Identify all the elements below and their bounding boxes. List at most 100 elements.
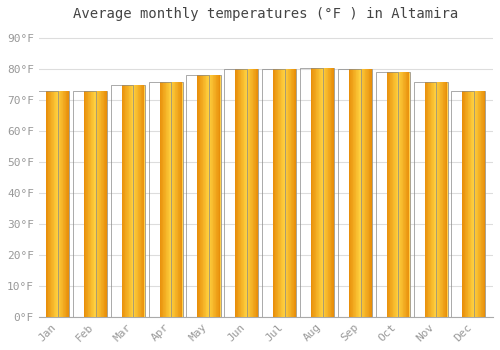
- Bar: [35, 91, 58, 317]
- Bar: [171, 82, 172, 317]
- Bar: [95, 91, 96, 317]
- Bar: [122, 85, 123, 317]
- Bar: [170, 82, 171, 317]
- Bar: [327, 68, 328, 317]
- Bar: [215, 76, 216, 317]
- Bar: [357, 69, 358, 317]
- Bar: [390, 72, 391, 317]
- Bar: [399, 72, 400, 317]
- Bar: [132, 85, 133, 317]
- Bar: [198, 76, 199, 317]
- Bar: [140, 85, 141, 317]
- Bar: [87, 91, 88, 317]
- Bar: [96, 91, 98, 317]
- Bar: [173, 82, 174, 317]
- Bar: [285, 69, 286, 317]
- Bar: [249, 69, 250, 317]
- Bar: [367, 69, 368, 317]
- Bar: [286, 69, 287, 317]
- Bar: [93, 91, 94, 317]
- Bar: [257, 69, 258, 317]
- Bar: [400, 72, 401, 317]
- Bar: [350, 69, 351, 317]
- Bar: [214, 76, 215, 317]
- Bar: [127, 85, 128, 317]
- Bar: [172, 82, 173, 317]
- Bar: [470, 91, 472, 317]
- Bar: [312, 68, 313, 317]
- Bar: [439, 82, 440, 317]
- Bar: [446, 82, 448, 317]
- Bar: [92, 91, 93, 317]
- Bar: [318, 68, 320, 317]
- Bar: [148, 82, 172, 317]
- Bar: [477, 91, 478, 317]
- Bar: [224, 69, 247, 317]
- Bar: [463, 91, 485, 317]
- Bar: [200, 76, 201, 317]
- Bar: [164, 82, 165, 317]
- Bar: [363, 69, 364, 317]
- Bar: [430, 82, 432, 317]
- Bar: [102, 91, 103, 317]
- Bar: [478, 91, 479, 317]
- Bar: [442, 82, 444, 317]
- Bar: [352, 69, 354, 317]
- Bar: [463, 91, 464, 317]
- Bar: [138, 85, 139, 317]
- Bar: [428, 82, 429, 317]
- Bar: [467, 91, 468, 317]
- Bar: [142, 85, 143, 317]
- Bar: [294, 69, 295, 317]
- Bar: [66, 91, 67, 317]
- Bar: [56, 91, 58, 317]
- Bar: [279, 69, 280, 317]
- Bar: [351, 69, 352, 317]
- Bar: [404, 72, 405, 317]
- Bar: [89, 91, 90, 317]
- Bar: [300, 68, 322, 317]
- Bar: [283, 69, 284, 317]
- Bar: [321, 68, 322, 317]
- Bar: [255, 69, 256, 317]
- Bar: [468, 91, 469, 317]
- Bar: [160, 82, 161, 317]
- Bar: [167, 82, 168, 317]
- Bar: [256, 69, 257, 317]
- Bar: [427, 82, 428, 317]
- Bar: [360, 69, 361, 317]
- Bar: [179, 82, 180, 317]
- Bar: [274, 69, 276, 317]
- Bar: [64, 91, 65, 317]
- Bar: [376, 72, 398, 317]
- Bar: [313, 68, 314, 317]
- Bar: [248, 69, 249, 317]
- Bar: [441, 82, 442, 317]
- Bar: [371, 69, 372, 317]
- Bar: [242, 69, 243, 317]
- Bar: [254, 69, 255, 317]
- Title: Average monthly temperatures (°F ) in Altamira: Average monthly temperatures (°F ) in Al…: [74, 7, 458, 21]
- Bar: [50, 91, 51, 317]
- Bar: [166, 82, 167, 317]
- Bar: [326, 68, 327, 317]
- Bar: [395, 72, 396, 317]
- Bar: [401, 72, 402, 317]
- Bar: [472, 91, 473, 317]
- Bar: [466, 91, 467, 317]
- Bar: [98, 91, 99, 317]
- Bar: [198, 76, 220, 317]
- Bar: [55, 91, 56, 317]
- Bar: [186, 76, 209, 317]
- Bar: [277, 69, 278, 317]
- Bar: [162, 82, 164, 317]
- Bar: [274, 69, 296, 317]
- Bar: [136, 85, 137, 317]
- Bar: [436, 82, 438, 317]
- Bar: [358, 69, 360, 317]
- Bar: [361, 69, 362, 317]
- Bar: [392, 72, 394, 317]
- Bar: [474, 91, 476, 317]
- Bar: [62, 91, 64, 317]
- Bar: [128, 85, 130, 317]
